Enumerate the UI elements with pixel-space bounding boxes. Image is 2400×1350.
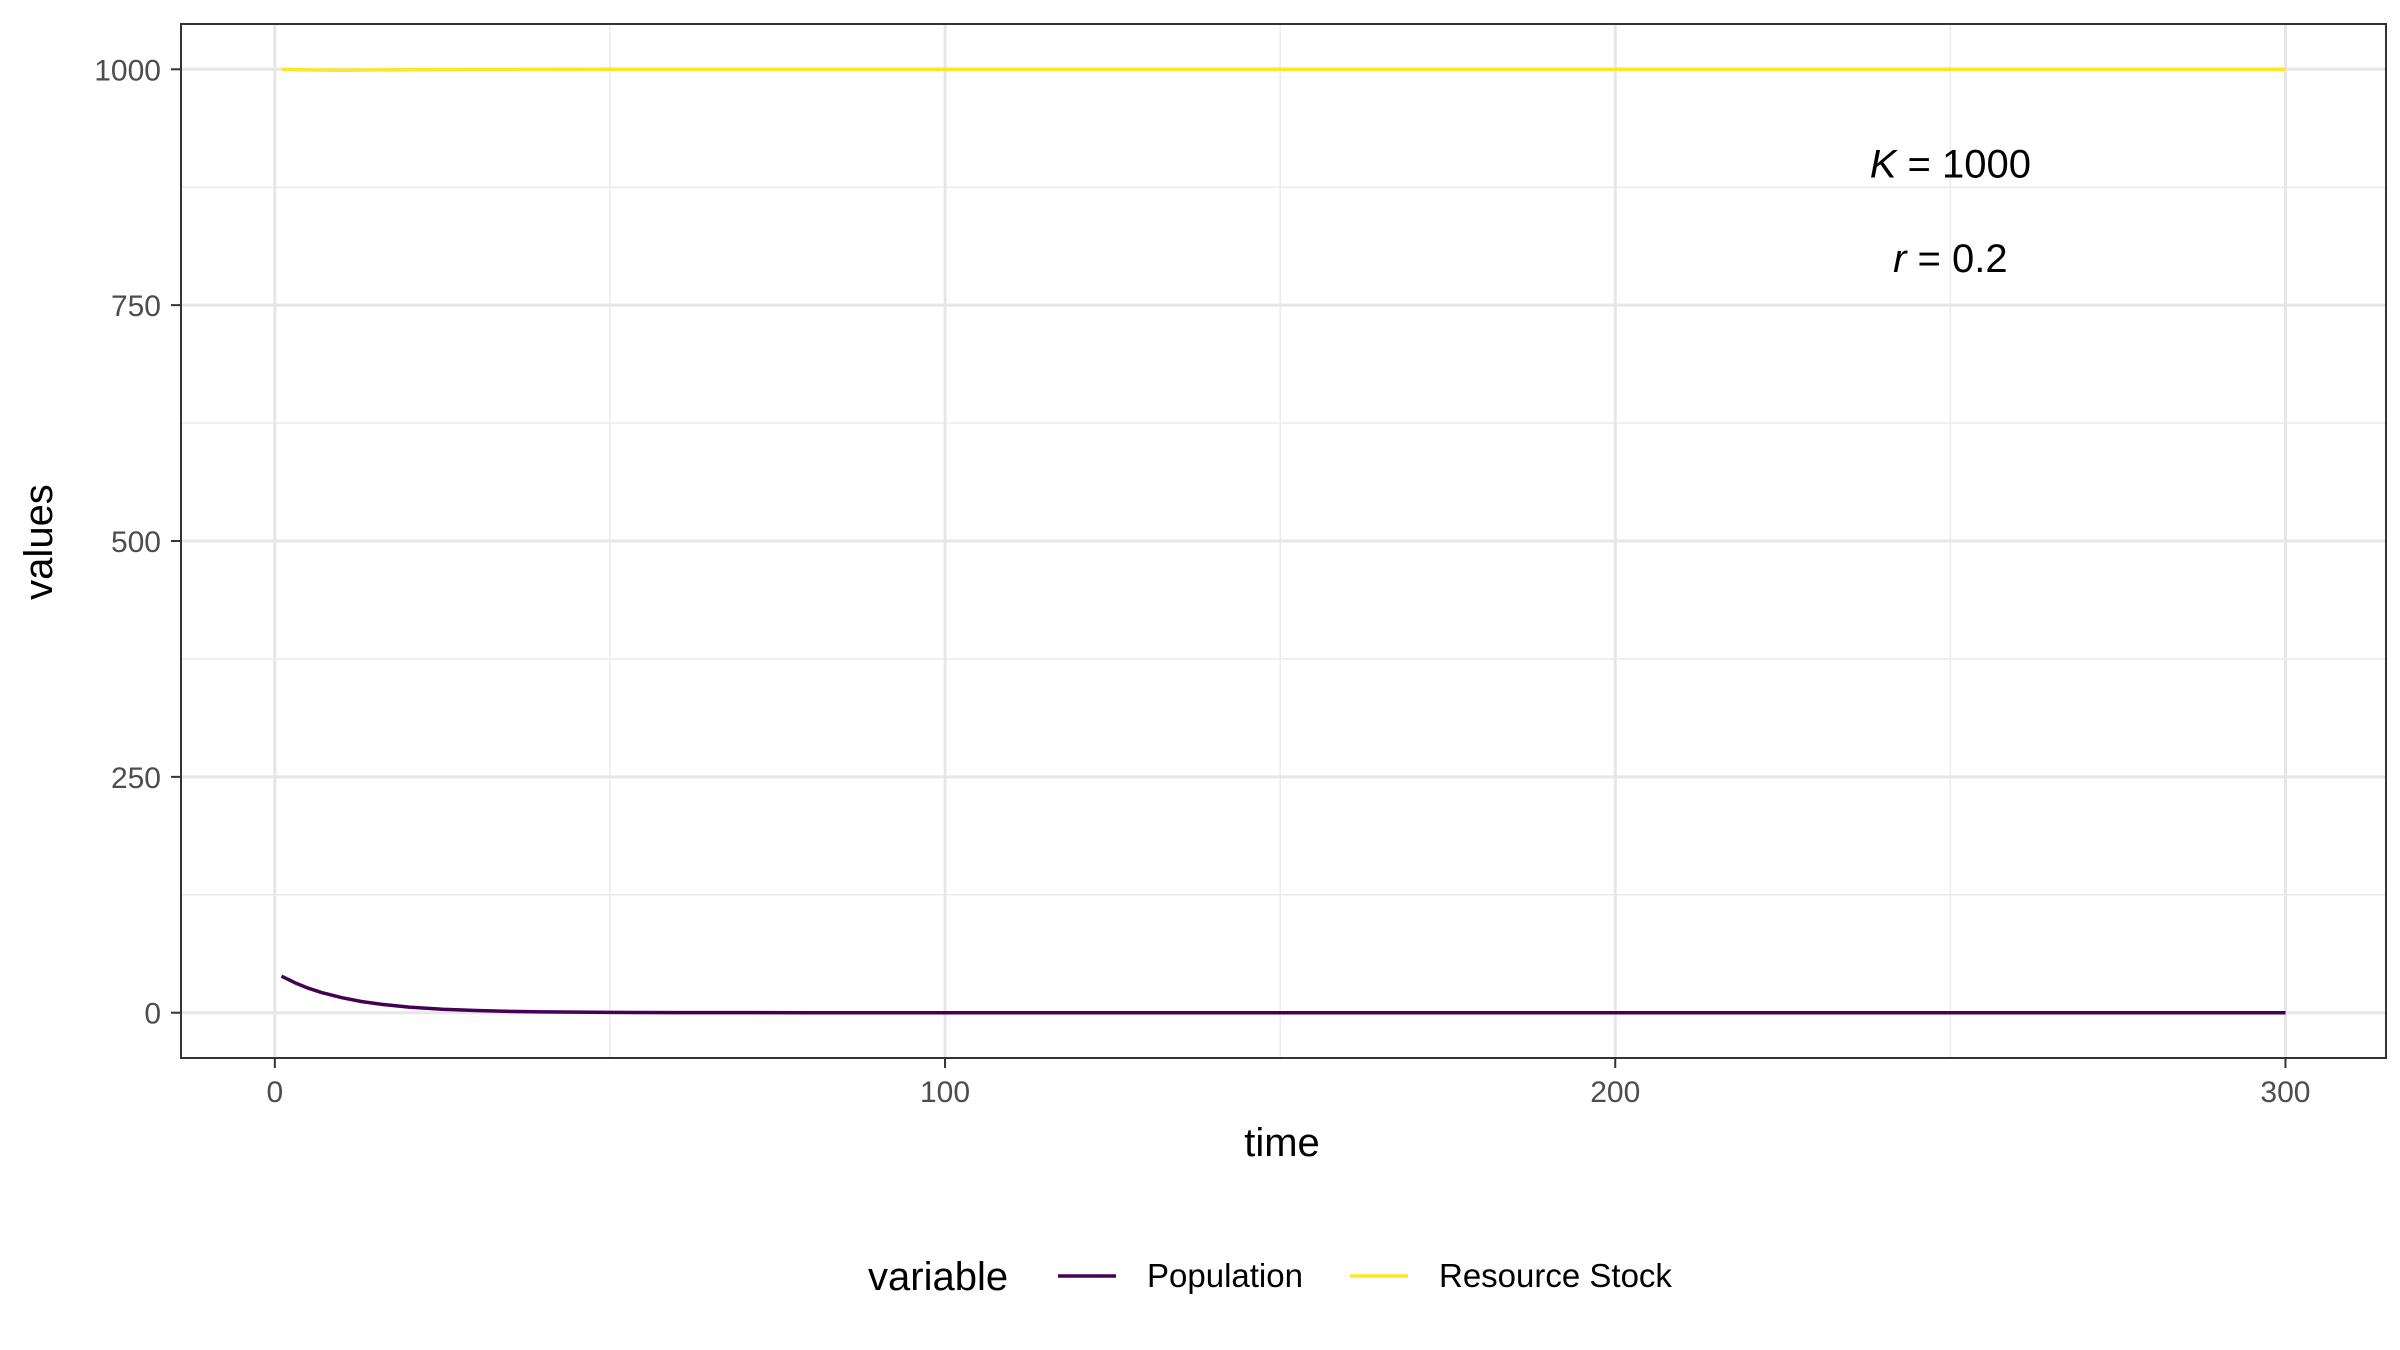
series-line-population: [280, 974, 2286, 1015]
y-tick-label: 1000: [94, 54, 161, 87]
axes: 0 250 500 750 1000 0 100 200 300: [94, 54, 2310, 1109]
annotations: K = 1000 r = 0.2: [1870, 143, 2031, 281]
legend-label-resource-stock: Resource Stock: [1439, 1257, 1672, 1294]
y-tick-label: 250: [111, 762, 161, 795]
x-tick-label: 100: [920, 1076, 970, 1109]
y-axis-title: values: [17, 484, 61, 600]
annotation-r-text: = 0.2: [1906, 237, 2007, 281]
y-tick-label: 750: [111, 290, 161, 323]
x-tick-label: 300: [2260, 1076, 2310, 1109]
annotation-r-symbol: r: [1893, 237, 1908, 281]
legend-label-population: Population: [1147, 1257, 1303, 1294]
annotation-k-symbol: K: [1870, 143, 1899, 187]
x-tick-label: 0: [266, 1076, 283, 1109]
annotation-k-text: = 1000: [1896, 143, 2031, 187]
series-line-resource-stock: [281, 67, 2286, 72]
series-lines: [280, 67, 2286, 1015]
y-tick-label: 500: [111, 526, 161, 559]
legend: variable Population Resource Stock: [868, 1255, 1672, 1299]
annotation-r: r = 0.2: [1893, 237, 2008, 281]
x-tick-label: 200: [1590, 1076, 1640, 1109]
x-axis-title: time: [1244, 1121, 1320, 1165]
y-tick-label: 0: [144, 998, 161, 1031]
annotation-k: K = 1000: [1870, 143, 2031, 187]
legend-title: variable: [868, 1255, 1008, 1299]
